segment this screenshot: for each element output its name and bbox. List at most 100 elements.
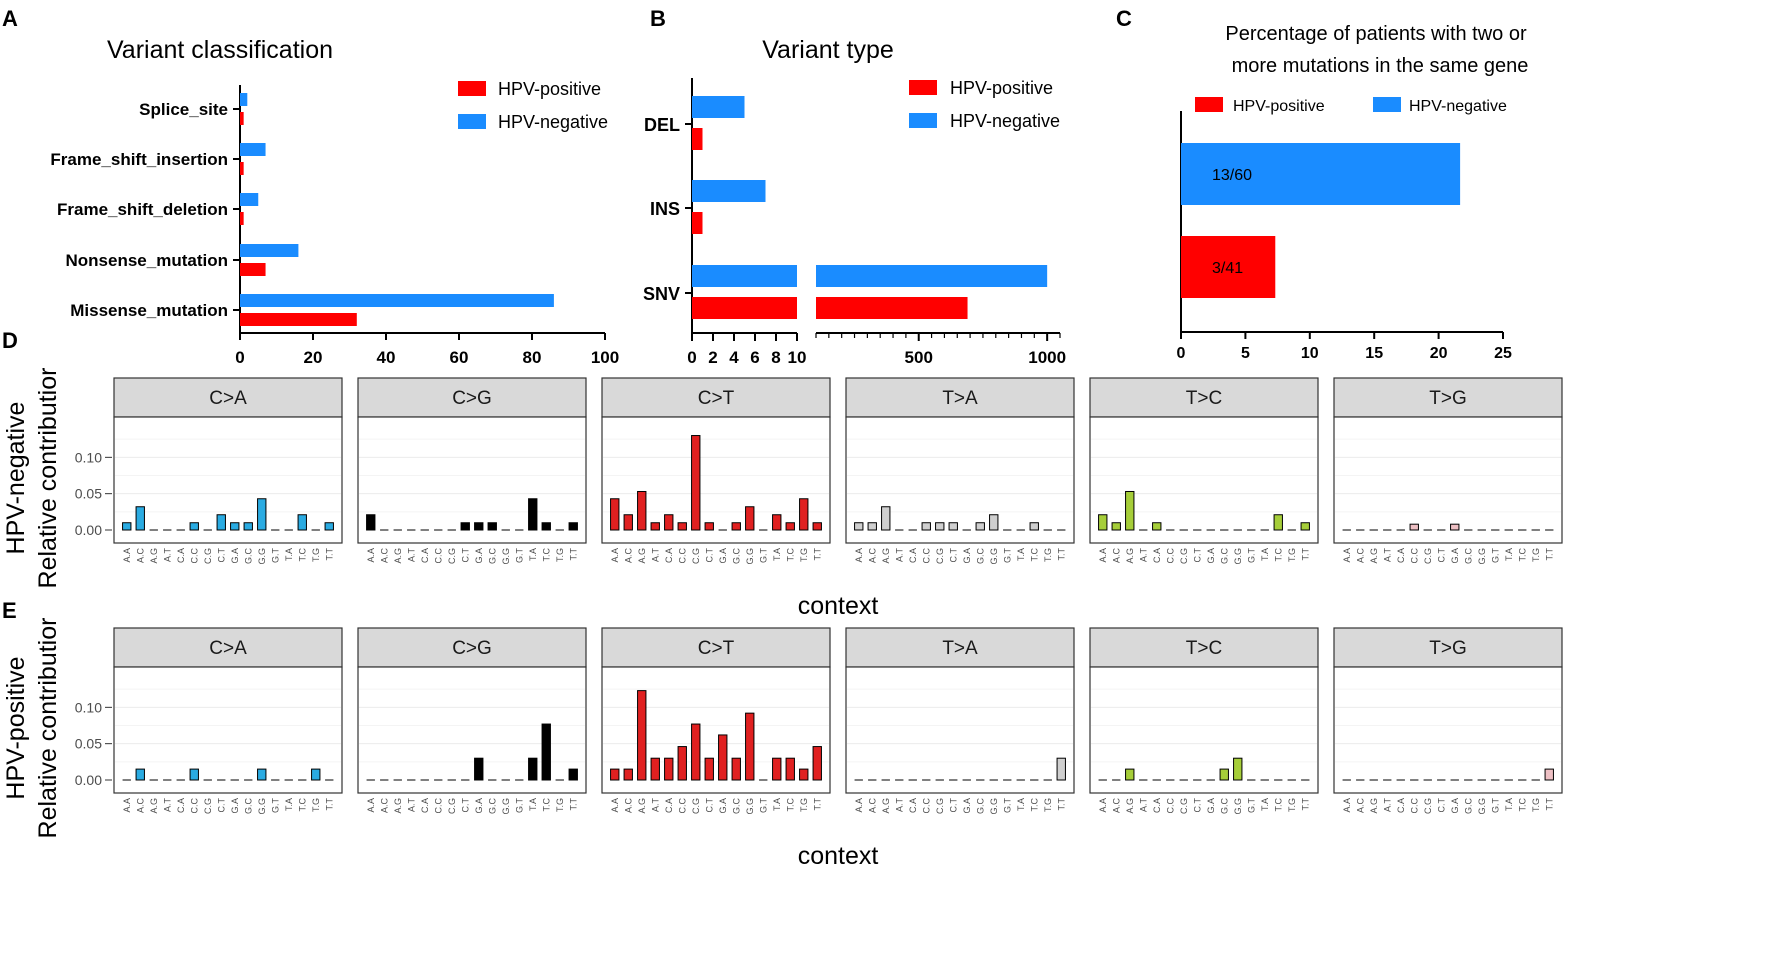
chart-e-facet-c-g-plot-area bbox=[357, 666, 587, 794]
chart-d-facet-c-a-bar-t-c bbox=[297, 514, 307, 531]
chart-e-facet-c-a-context-label: T.C bbox=[297, 797, 307, 811]
chart-d-facet-t-g-context-label: T.A bbox=[1504, 548, 1514, 561]
chart-e-facet-c-t-bar-a-g bbox=[637, 690, 647, 781]
chart-d-facet-t-a-context-label: A.T bbox=[894, 548, 904, 563]
chart-a-category-label: Nonsense_mutation bbox=[66, 251, 228, 270]
chart-d-facet-t-a-context-label: C.G bbox=[935, 548, 945, 564]
chart-d-facet-c-t-context-label: T.C bbox=[785, 547, 795, 561]
chart-e-facet-t-c-bar-a-g bbox=[1125, 768, 1135, 781]
chart-d-facet-t-c-context-label: G.T bbox=[1246, 547, 1256, 563]
chart-b-xtick-label: 4 bbox=[729, 348, 739, 367]
chart-d-facet-t-a-bar-c-c bbox=[921, 522, 931, 531]
chart-e-facet-c-t-bar-g-g bbox=[745, 712, 755, 781]
chart-e-facet-c-g-bar-g-a bbox=[474, 757, 484, 781]
chart-b-bar-hpv-negative-ins bbox=[692, 180, 766, 202]
chart-d-facet-c-g-bar-t-a bbox=[528, 498, 538, 531]
chart-d-facet-t-g-context-label: T.T bbox=[1544, 547, 1554, 560]
chart-e-facet-c-g-strip-label: C>G bbox=[452, 638, 492, 659]
chart-d-facet-t-a-bar-a-a bbox=[854, 522, 864, 531]
chart-c-legend-hpv-positive: HPV-positive bbox=[1233, 98, 1325, 115]
chart-e-facet-c-t-bar-t-t bbox=[812, 746, 822, 781]
chart-d-facet-c-t-bar-a-a bbox=[610, 498, 620, 531]
chart-d-facet-c-t-context-label: A.G bbox=[637, 548, 647, 564]
chart-d-facet-c-g-bar-a-a bbox=[366, 514, 376, 531]
chart-e-facet-t-a-context-label: T.T bbox=[1056, 797, 1066, 810]
chart-d-facet-c-g-context-label: C.A bbox=[420, 548, 430, 563]
chart-e-facet-c-t-context-label: T.G bbox=[799, 798, 809, 812]
chart-a-category-label: Splice_site bbox=[139, 100, 228, 119]
chart-c-xtick-label: 0 bbox=[1177, 345, 1186, 362]
chart-e-facet-c-g-context-label: A.G bbox=[393, 798, 403, 814]
chart-e-facet-c-t-strip-label: C>T bbox=[698, 638, 735, 659]
panel-e-chart: HPV-positive Relative contributior 0.00 0.0… bbox=[2, 618, 1563, 870]
chart-b-legend-hpv-positive: HPV-positive bbox=[950, 78, 1053, 98]
chart-d-facet-c-g-context-label: C.G bbox=[447, 548, 457, 564]
chart-d-facet-c-g-context-label: T.C bbox=[541, 547, 551, 561]
chart-e-facet-t-g-context-label: C.C bbox=[1409, 798, 1419, 814]
chart-e-facet-t-a-plot-area bbox=[845, 666, 1075, 794]
chart-d-facet-c-g-context-label: G.A bbox=[474, 548, 484, 564]
chart-e-facet-t-c-context-label: G.C bbox=[1219, 798, 1229, 815]
chart-e-facet-c-t-context-label: T.T bbox=[812, 797, 822, 810]
chart-d-facet-c-a-bar-a-c bbox=[135, 506, 145, 531]
chart-d-facet-t-g-context-label: A.A bbox=[1342, 548, 1352, 563]
chart-d-facet-c-a-context-label: A.A bbox=[122, 548, 132, 563]
chart-d-facet-t-c-context-label: C.A bbox=[1152, 548, 1162, 563]
chart-d-facet-c-t-strip bbox=[601, 377, 831, 418]
chart-d-facet-t-g-context-label: C.T bbox=[1436, 548, 1446, 563]
chart-d-ylabel-line-2: Relative contributior bbox=[34, 368, 62, 589]
chart-e-facet-t-g-context-label: A.C bbox=[1355, 798, 1365, 814]
chart-d-facet-t-c-strip bbox=[1089, 377, 1319, 418]
chart-d-facet-t-g-context-label: C.C bbox=[1409, 548, 1419, 564]
panel-d-chart: HPV-negative Relative contributior 0.00 0.0… bbox=[2, 368, 1563, 620]
chart-d-facet-c-t-bar-c-t bbox=[704, 522, 714, 531]
chart-d-facet-t-g-plot-area bbox=[1333, 416, 1563, 544]
chart-d-facet-c-g-context-label: A.T bbox=[406, 548, 416, 563]
chart-b-bar-hpv-positive-snv-left bbox=[692, 297, 797, 319]
chart-e-facet-t-c-context-label: A.A bbox=[1098, 798, 1108, 813]
chart-e-facet-c-g-bar-t-t bbox=[568, 768, 578, 781]
chart-d-facet-c-a-strip-label: C>A bbox=[209, 388, 247, 409]
chart-e-facet-t-g-context-label: G.C bbox=[1463, 798, 1473, 815]
chart-d-facet-c-t-bar-t-a bbox=[772, 514, 782, 531]
chart-e-facet-c-g-context-label: G.T bbox=[514, 797, 524, 813]
chart-d-facet-t-a-strip bbox=[845, 377, 1075, 418]
chart-e-facet-t-g-context-label: A.A bbox=[1342, 798, 1352, 813]
chart-a-bar-hpv-positive-missense-mutation bbox=[240, 313, 357, 326]
chart-e-facet-c-t-bar-c-c bbox=[677, 746, 687, 781]
chart-d-facet-t-c-context-label: T.A bbox=[1260, 548, 1270, 561]
chart-e-facet-c-g-context-label: C.C bbox=[433, 798, 443, 814]
chart-e-facet-c-t-bar-a-t bbox=[650, 757, 660, 781]
chart-d-facet-t-g-context-label: A.G bbox=[1369, 548, 1379, 564]
chart-d-facet-t-c-context-label: C.C bbox=[1165, 548, 1175, 564]
chart-e-facet-t-c-plot-area bbox=[1089, 666, 1319, 794]
chart-a-xtick-label: 40 bbox=[377, 348, 396, 367]
chart-d-facet-c-g-bar-t-t bbox=[568, 522, 578, 531]
chart-d-facet-t-c-context-label: T.C bbox=[1273, 547, 1283, 561]
chart-d-facet-c-a-context-label: C.G bbox=[203, 548, 213, 564]
chart-d-facet-c-t-context-label: T.T bbox=[812, 547, 822, 560]
chart-d-facet-t-a-context-label: C.A bbox=[908, 548, 918, 563]
chart-d-facet-t-c-context-label: G.C bbox=[1219, 548, 1229, 565]
chart-d-facet-t-a-bar-g-c bbox=[975, 522, 985, 531]
chart-e-facet-c-a-bar-t-g bbox=[311, 768, 321, 781]
chart-d-xlabel: context bbox=[798, 592, 879, 620]
chart-e-facet-c-t-bar-c-a bbox=[664, 757, 674, 781]
chart-d-facet-t-g-bar-c-c bbox=[1409, 523, 1419, 531]
chart-e-facet-t-g-context-label: G.G bbox=[1477, 798, 1487, 815]
chart-e-facet-c-a-context-label: T.T bbox=[324, 797, 334, 810]
chart-d-facet-c-g-context-label: T.G bbox=[555, 548, 565, 562]
chart-a-legend-hpv-negative: HPV-negative bbox=[498, 112, 608, 132]
chart-e-ytick-label: 0.10 bbox=[75, 699, 102, 715]
chart-d-facet-t-a-context-label: A.C bbox=[867, 548, 877, 564]
chart-e-facet-c-g-context-label: T.C bbox=[541, 797, 551, 811]
chart-e-facet-c-a-bar-a-c bbox=[135, 768, 145, 781]
chart-b-xtick-label: 0 bbox=[687, 348, 696, 367]
chart-e-facet-t-c-context-label: G.G bbox=[1233, 798, 1243, 815]
chart-d-facet-t-c-bar-c-a bbox=[1152, 522, 1162, 531]
chart-d-facet-t-g-context-label: C.G bbox=[1423, 548, 1433, 564]
chart-b-xtick-label: 10 bbox=[788, 348, 807, 367]
chart-d-facet-c-g-strip bbox=[357, 377, 587, 418]
chart-d-facet-t-a-plot-area bbox=[845, 416, 1075, 544]
